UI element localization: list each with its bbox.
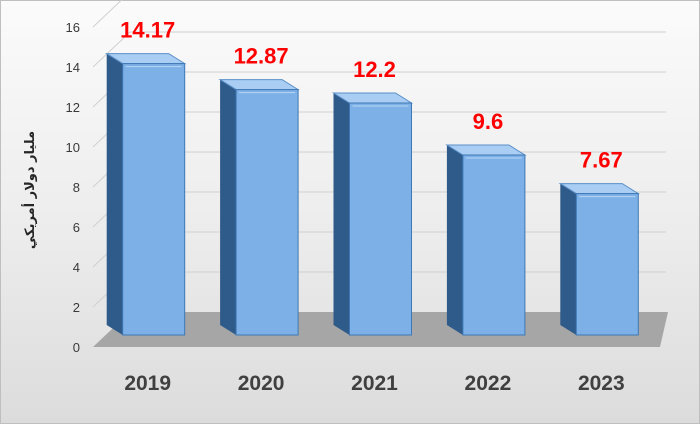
y-tick-label: 4 <box>73 260 80 275</box>
bar-side <box>106 53 123 335</box>
bar-front <box>462 154 526 336</box>
bar <box>445 144 527 336</box>
data-labels: 14.17 12.87 12.2 9.6 7.67 <box>120 18 623 173</box>
bar-front <box>235 89 299 336</box>
bars <box>104 53 641 336</box>
data-label: 14.17 <box>120 18 175 43</box>
y-tick-label: 12 <box>66 100 80 115</box>
data-label: 12.87 <box>234 44 289 69</box>
bar <box>104 53 187 336</box>
y-tick-label: 8 <box>73 180 80 195</box>
y-tick-label: 10 <box>66 140 80 155</box>
bar-front <box>349 102 412 336</box>
bar-side <box>446 145 463 335</box>
y-tick-label: 14 <box>66 60 80 75</box>
y-tick-label: 16 <box>66 20 80 35</box>
bar <box>218 79 300 336</box>
bar-front <box>122 63 186 336</box>
x-tick-label: 2020 <box>238 372 285 395</box>
gridline-side <box>92 31 131 68</box>
bar-side <box>560 183 577 335</box>
data-label: 12.2 <box>353 57 396 82</box>
x-tick-label: 2021 <box>351 372 398 395</box>
x-tick-label: 2023 <box>578 372 625 395</box>
bar-front <box>575 193 639 336</box>
data-label: 9.6 <box>473 109 504 134</box>
x-axis-labels: 2019 2020 2021 2022 2023 <box>124 372 624 395</box>
bar <box>558 183 641 336</box>
bar-side <box>220 79 237 335</box>
y-tick-label: 2 <box>73 300 80 315</box>
data-label: 7.67 <box>580 148 623 173</box>
y-axis-label: مليار دولار أمريكي <box>21 131 38 249</box>
gridline-side <box>92 0 123 28</box>
y-tick-label: 0 <box>73 340 80 355</box>
y-axis-ticks: 0 2 4 6 8 10 12 14 16 <box>66 20 80 355</box>
bar-side <box>333 93 350 335</box>
x-tick-label: 2019 <box>124 372 171 395</box>
x-tick-label: 2022 <box>465 372 512 395</box>
bar <box>331 92 414 336</box>
y-tick-label: 6 <box>73 220 80 235</box>
